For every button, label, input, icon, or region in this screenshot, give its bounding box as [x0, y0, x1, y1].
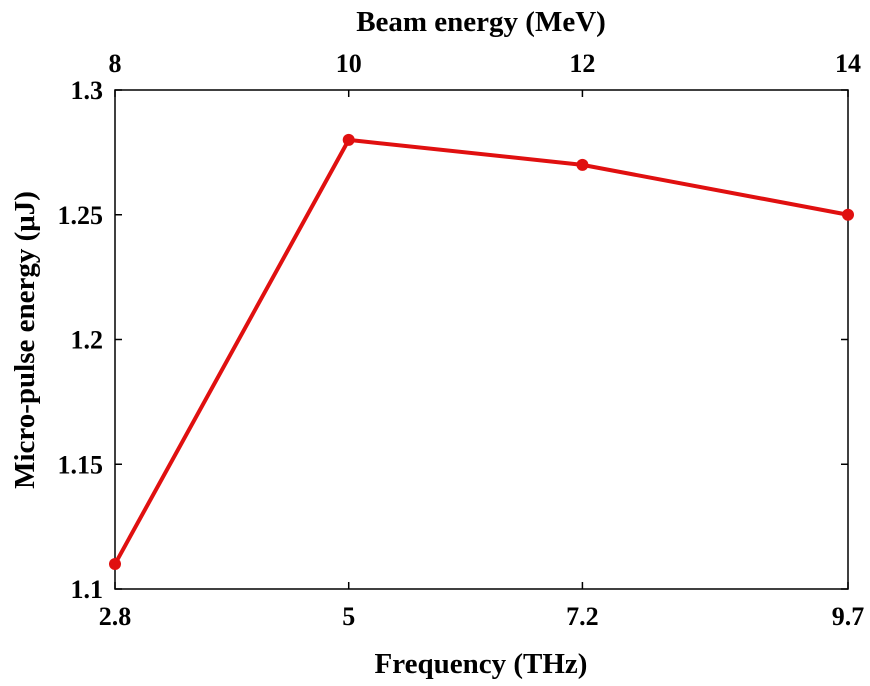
data-point — [109, 558, 121, 571]
x-tick-label: 9.7 — [832, 602, 865, 631]
data-point — [342, 133, 355, 146]
y-tick-label: 1.3 — [71, 76, 104, 105]
data-point — [842, 208, 854, 221]
y-tick-label: 1.2 — [71, 326, 104, 355]
x-tick-label: 5 — [342, 602, 355, 631]
tick-labels: 2.8 8 5 10 7.2 12 9.7 14 1.1 1.15 1.2 1.25 1.3 — [58, 49, 865, 631]
y-tick-label: 1.15 — [58, 450, 104, 479]
x-tick-label: 2.8 — [99, 602, 132, 631]
axis-ticks — [114, 89, 849, 590]
x-axis-title: Frequency (THz) — [375, 648, 588, 680]
x2-tick-label: 12 — [569, 49, 595, 78]
series-line — [113, 137, 849, 566]
y-tick-label: 1.1 — [71, 575, 104, 604]
data-point — [576, 158, 589, 171]
y-axis-title: Micro-pulse energy (μJ) — [9, 191, 41, 489]
x-tick-label: 7.2 — [566, 602, 599, 631]
x2-tick-label: 10 — [336, 49, 362, 78]
x2-tick-label: 14 — [835, 49, 861, 78]
series-layer — [109, 133, 854, 571]
top-axis-title: Beam energy (MeV) — [356, 6, 606, 38]
y-tick-label: 1.25 — [58, 201, 104, 230]
x2-tick-label: 8 — [109, 49, 122, 78]
plot-frame — [114, 89, 849, 590]
